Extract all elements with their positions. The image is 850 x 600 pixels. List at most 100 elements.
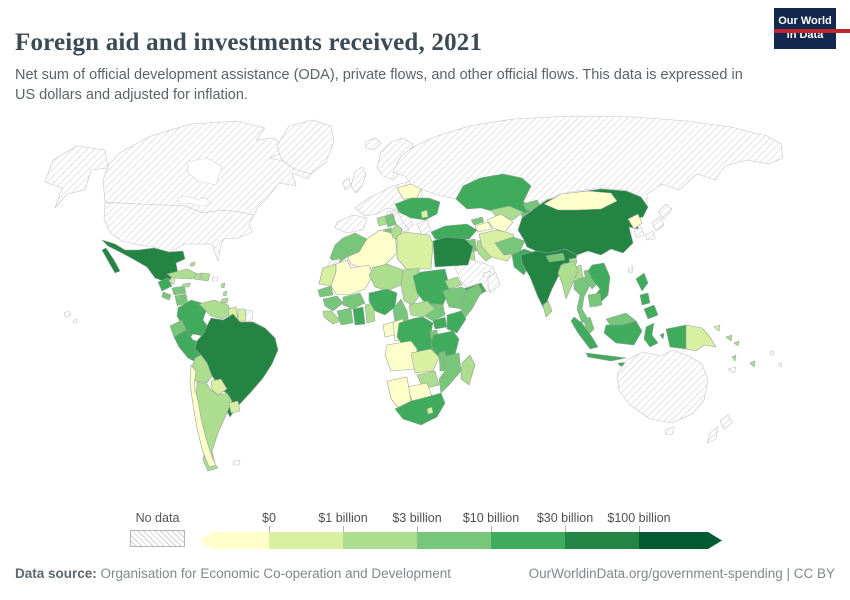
legend-bin-2[interactable] bbox=[343, 532, 417, 549]
country-papua-new-guinea[interactable] bbox=[685, 324, 721, 352]
country-central-african-republic[interactable] bbox=[408, 300, 436, 318]
owid-logo-line1: Our World bbox=[778, 15, 832, 28]
country-eritrea[interactable] bbox=[444, 276, 463, 290]
country-fiji[interactable] bbox=[749, 360, 756, 368]
country-papua-indonesia[interactable] bbox=[665, 324, 687, 350]
legend-bin-6[interactable] bbox=[639, 532, 722, 549]
country-dominican-republic[interactable] bbox=[200, 272, 211, 282]
country-ivory-coast[interactable] bbox=[336, 307, 354, 326]
country-sudan[interactable] bbox=[412, 268, 451, 306]
country-greenland[interactable] bbox=[276, 119, 335, 175]
country-ukraine[interactable] bbox=[394, 197, 441, 221]
legend-no-data[interactable]: No data bbox=[130, 511, 185, 547]
country-moldova[interactable] bbox=[420, 209, 429, 219]
country-thailand[interactable] bbox=[573, 276, 591, 324]
country-united-states[interactable] bbox=[44, 145, 255, 324]
country-nepal[interactable] bbox=[545, 252, 566, 263]
country-polynesia[interactable] bbox=[769, 350, 783, 368]
country-oman[interactable] bbox=[487, 272, 501, 294]
country-new-zealand[interactable] bbox=[706, 414, 733, 444]
country-mongolia[interactable] bbox=[543, 190, 618, 211]
legend-bin-4[interactable] bbox=[491, 532, 565, 549]
country-south-africa[interactable] bbox=[394, 392, 446, 426]
legend-bin-0[interactable] bbox=[199, 532, 269, 549]
country-zambia[interactable] bbox=[410, 348, 440, 374]
country-australia[interactable] bbox=[616, 349, 709, 436]
country-new-caledonia[interactable] bbox=[727, 366, 737, 374]
legend-tick bbox=[417, 526, 418, 532]
country-paraguay[interactable] bbox=[210, 378, 228, 396]
country-egypt[interactable] bbox=[432, 236, 474, 268]
country-cambodia[interactable] bbox=[587, 292, 603, 308]
legend-tick-label: $1 billion bbox=[318, 511, 368, 525]
legend-tick-label: $30 billion bbox=[536, 511, 594, 525]
country-venezuela[interactable] bbox=[198, 299, 233, 320]
legend-tick-label: $10 billion bbox=[462, 511, 520, 525]
legend-no-data-swatch bbox=[130, 530, 185, 547]
country-turkey[interactable] bbox=[430, 223, 478, 242]
country-sierra-leone-liberia[interactable] bbox=[322, 310, 342, 325]
country-guatemala[interactable] bbox=[157, 277, 173, 292]
country-ghana[interactable] bbox=[352, 306, 366, 326]
country-libya[interactable] bbox=[396, 231, 434, 270]
country-cameroon[interactable] bbox=[392, 298, 410, 326]
legend-no-data-label: No data bbox=[135, 511, 180, 525]
data-source-label: Data source: bbox=[15, 566, 97, 581]
country-brazil[interactable] bbox=[194, 313, 279, 418]
legend-bin-3[interactable] bbox=[417, 532, 491, 549]
legend-bin-1[interactable] bbox=[269, 532, 343, 549]
country-myanmar[interactable] bbox=[557, 260, 579, 300]
country-falkland-islands[interactable] bbox=[232, 459, 241, 466]
country-kenya[interactable] bbox=[446, 310, 467, 334]
country-algeria[interactable] bbox=[346, 229, 398, 270]
country-turkmenistan[interactable] bbox=[486, 213, 514, 233]
country-french-guiana[interactable] bbox=[245, 309, 254, 323]
country-guinea[interactable] bbox=[322, 295, 344, 312]
country-mexico[interactable] bbox=[101, 239, 186, 283]
map-legend: No data $0 $1 billion $3 billion $10 billio… bbox=[130, 511, 770, 551]
country-nigeria[interactable] bbox=[368, 288, 398, 316]
country-afghanistan[interactable] bbox=[494, 236, 526, 256]
country-madagascar[interactable] bbox=[460, 354, 476, 386]
country-sri-lanka[interactable] bbox=[542, 300, 553, 318]
country-georgia[interactable] bbox=[470, 216, 485, 226]
legend-tick bbox=[491, 526, 492, 532]
country-uruguay[interactable] bbox=[228, 400, 241, 414]
country-japan[interactable] bbox=[644, 203, 673, 241]
country-mali[interactable] bbox=[330, 259, 374, 296]
legend-bin-5[interactable] bbox=[565, 532, 639, 549]
country-indonesia[interactable] bbox=[570, 316, 665, 367]
footer-link[interactable]: OurWorldinData.org/government-spending |… bbox=[528, 566, 835, 581]
country-north-korea[interactable] bbox=[627, 213, 643, 230]
country-jamaica[interactable] bbox=[181, 282, 191, 288]
country-solomon-islands[interactable] bbox=[725, 334, 740, 347]
country-bolivia[interactable] bbox=[191, 354, 213, 384]
country-taiwan[interactable] bbox=[627, 265, 634, 274]
country-lesser-antilles[interactable] bbox=[220, 282, 229, 304]
country-chile[interactable] bbox=[189, 364, 217, 468]
country-vanuatu[interactable] bbox=[731, 354, 737, 362]
country-honduras[interactable] bbox=[171, 285, 187, 296]
country-united-arab-emirates[interactable] bbox=[482, 270, 492, 278]
country-el-salvador[interactable] bbox=[161, 291, 172, 301]
legend-tick bbox=[565, 526, 566, 532]
country-senegal[interactable] bbox=[317, 285, 334, 298]
world-choropleth-map bbox=[44, 115, 784, 472]
owid-logo[interactable]: Our World in Data bbox=[774, 8, 850, 49]
country-lesotho[interactable] bbox=[426, 406, 434, 415]
country-suriname[interactable] bbox=[237, 308, 247, 322]
country-niger[interactable] bbox=[368, 263, 404, 292]
country-somalia[interactable] bbox=[460, 283, 483, 324]
hudson-bay bbox=[176, 157, 223, 207]
legend-tick-label: $100 billion bbox=[607, 511, 671, 525]
country-bahamas[interactable] bbox=[189, 261, 196, 267]
country-puerto-rico[interactable] bbox=[211, 276, 219, 282]
country-haiti[interactable] bbox=[193, 272, 202, 281]
country-mozambique[interactable] bbox=[438, 352, 462, 394]
country-belarus[interactable] bbox=[396, 183, 422, 200]
data-source-text: Data source: Organisation for Economic C… bbox=[15, 566, 451, 581]
country-burkina-faso[interactable] bbox=[342, 292, 366, 310]
country-philippines[interactable] bbox=[635, 272, 659, 320]
country-south-korea[interactable] bbox=[633, 226, 645, 239]
